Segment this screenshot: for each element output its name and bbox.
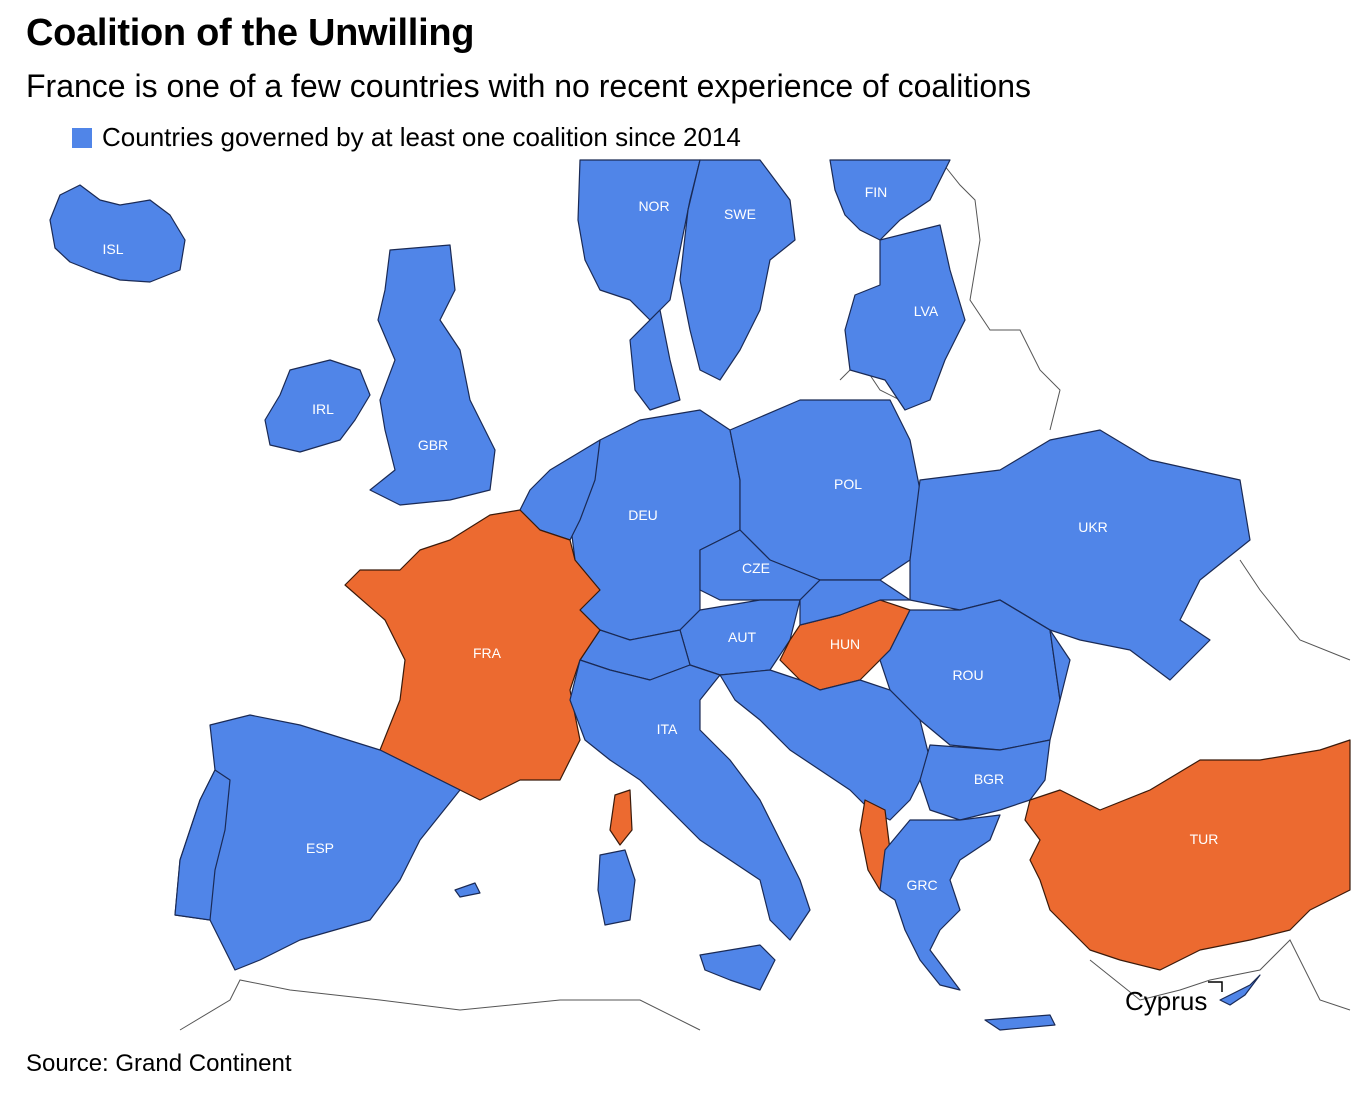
label-esp: ESP xyxy=(306,840,334,856)
country-lva xyxy=(844,224,966,411)
label-pol: POL xyxy=(834,476,862,492)
country-fra xyxy=(344,509,601,801)
label-grc: GRC xyxy=(906,877,937,893)
source-note: Source: Grand Continent xyxy=(26,1050,292,1077)
label-ita: ITA xyxy=(657,721,678,737)
label-fra: FRA xyxy=(473,645,502,661)
label-irl: IRL xyxy=(312,401,334,417)
label-aut: AUT xyxy=(728,629,756,645)
label-lva: LVA xyxy=(914,303,939,319)
legend: Countries governed by at least one coali… xyxy=(72,122,741,153)
country-swe xyxy=(679,159,796,381)
country-grc-crete xyxy=(984,1014,1056,1031)
label-gbr: GBR xyxy=(418,437,448,453)
chart-title: Coalition of the Unwilling xyxy=(26,12,475,54)
label-deu: DEU xyxy=(628,507,658,523)
country-ita-sicily xyxy=(699,944,776,991)
country-irl xyxy=(264,359,371,453)
country-gbr xyxy=(369,244,496,506)
country-svk xyxy=(799,579,911,626)
neighbour-borders xyxy=(179,159,1351,1031)
label-bgr: BGR xyxy=(974,771,1004,787)
cyprus-leader-line xyxy=(1208,981,1223,992)
cyprus-annotation: Cyprus xyxy=(1125,986,1207,1016)
label-isl: ISL xyxy=(102,241,123,257)
country-tur xyxy=(1024,739,1351,971)
legend-label: Countries governed by at least one coali… xyxy=(102,122,741,152)
label-hun: HUN xyxy=(830,636,860,652)
label-ukr: UKR xyxy=(1078,519,1108,535)
label-fin: FIN xyxy=(865,184,888,200)
label-cze: CZE xyxy=(742,560,770,576)
country-ita xyxy=(569,659,811,941)
chart-subtitle: France is one of a few countries with no… xyxy=(26,68,1031,104)
label-swe: SWE xyxy=(724,206,756,222)
label-rou: ROU xyxy=(952,667,983,683)
country-isl xyxy=(49,184,186,283)
legend-swatch xyxy=(72,127,92,148)
country-bgr xyxy=(919,739,1051,821)
country-prt xyxy=(174,769,231,921)
country-fra-corsica xyxy=(609,789,633,846)
country-cyp xyxy=(1219,974,1261,1006)
country-esp-balearics xyxy=(454,882,481,898)
country-pol xyxy=(729,399,921,581)
label-tur: TUR xyxy=(1190,831,1219,847)
country-nor xyxy=(577,159,701,321)
label-nor: NOR xyxy=(638,198,669,214)
country-grc xyxy=(879,814,1001,991)
country-mda xyxy=(999,599,1071,701)
country-ita-sardinia xyxy=(597,849,636,926)
country-dnk xyxy=(629,309,681,411)
country-balkans xyxy=(719,669,931,821)
